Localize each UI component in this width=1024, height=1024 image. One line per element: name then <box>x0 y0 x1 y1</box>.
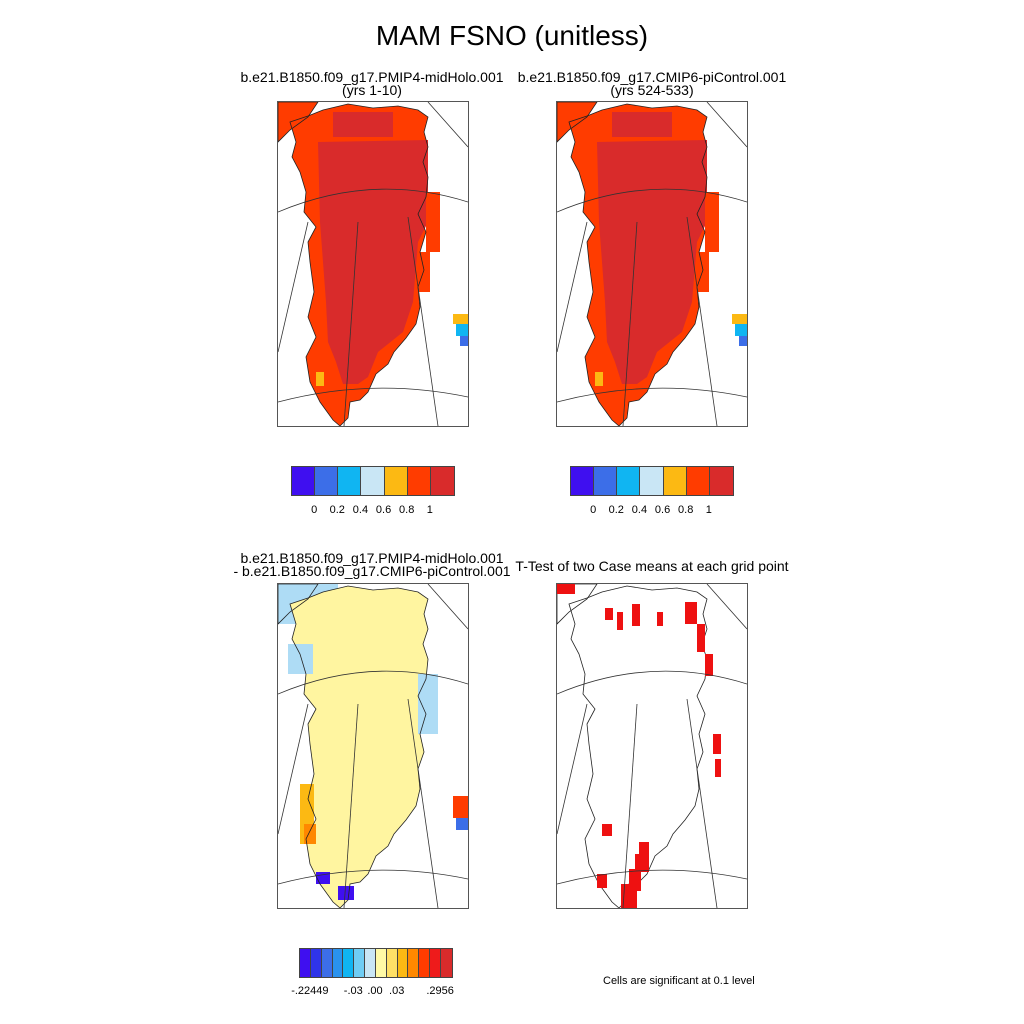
panel1-title: b.e21.B1850.f09_g17.PMIP4-midHolo.001 (y… <box>222 69 522 98</box>
colorbar-swatch <box>430 467 454 495</box>
significance-note: Cells are significant at 0.1 level <box>603 975 755 987</box>
panel2-title-line2: (yrs 524-533) <box>610 82 694 98</box>
colorbar-swatch <box>430 949 441 977</box>
colorbar-tick-label: -.22449 <box>291 985 329 997</box>
colorbar-tick-label: .2956 <box>426 985 454 997</box>
colorbar-tick-label: .00 <box>367 985 383 997</box>
map-panel-picontrol <box>556 101 748 427</box>
panel4-title: T-Test of two Case means at each grid po… <box>502 558 802 574</box>
colorbar-swatch <box>640 467 664 495</box>
colorbar-swatch <box>571 467 595 495</box>
colorbar-swatch <box>365 949 376 977</box>
colorbar-picontrol <box>570 466 734 496</box>
colorbar-tick-label: 0.2 <box>608 504 624 516</box>
colorbar-swatch <box>310 949 322 977</box>
colorbar-swatch <box>617 467 641 495</box>
colorbar-swatch <box>594 467 618 495</box>
map-panel-ttest <box>556 583 748 909</box>
colorbar-swatch <box>663 467 687 495</box>
colorbar-swatch <box>440 949 452 977</box>
colorbar-swatch <box>332 949 344 977</box>
colorbar-difference-labels: -.22449 -.03 .00 .03 .2956 <box>291 985 454 999</box>
panel2-title-line1: b.e21.B1850.f09_g17.CMIP6-piControl.001 <box>517 69 787 85</box>
map-midholo <box>278 102 468 426</box>
colorbar-tick-label: 0.4 <box>631 504 648 516</box>
colorbar-midholo <box>291 466 455 496</box>
colorbar-tick-label: 0.8 <box>678 504 694 516</box>
colorbar-tick-label: 0 <box>590 504 597 516</box>
colorbar-swatch <box>386 949 398 977</box>
colorbar-tick-label: 0.4 <box>352 504 369 516</box>
colorbar-swatch <box>408 949 420 977</box>
colorbar-swatch <box>300 949 311 977</box>
map-panel-midholo <box>277 101 469 427</box>
colorbar-swatch <box>292 467 316 495</box>
colorbar-swatch <box>315 467 339 495</box>
colorbar-tick-label: 0.8 <box>399 504 415 516</box>
colorbar-swatch <box>407 467 431 495</box>
colorbar-swatch <box>375 949 387 977</box>
map-picontrol <box>557 102 747 426</box>
colorbar-swatch <box>686 467 710 495</box>
panel3-title: b.e21.B1850.f09_g17.PMIP4-midHolo.001 - … <box>222 550 522 579</box>
colorbar-tick-label: 1 <box>426 504 433 516</box>
colorbar-swatch <box>397 949 409 977</box>
colorbar-difference <box>299 948 453 978</box>
panel3-title-line1: b.e21.B1850.f09_g17.PMIP4-midHolo.001 <box>240 550 504 566</box>
colorbar-swatch <box>343 949 355 977</box>
panel1-title-line2: (yrs 1-10) <box>342 82 402 98</box>
map-panel-difference <box>277 583 469 909</box>
colorbar-picontrol-labels: 0 0.2 0.4 0.6 0.8 1 <box>570 504 732 518</box>
colorbar-swatch <box>709 467 733 495</box>
map-ttest <box>557 584 747 908</box>
colorbar-swatch <box>419 949 431 977</box>
panel4-title-line1: T-Test of two Case means at each grid po… <box>515 558 789 574</box>
figure-title: MAM FSNO (unitless) <box>375 20 649 51</box>
colorbar-tick-label: -.03 <box>343 985 363 997</box>
colorbar-tick-label: 0.2 <box>329 504 345 516</box>
colorbar-midholo-labels: 0 0.2 0.4 0.6 0.8 1 <box>291 504 453 518</box>
panel2-title: b.e21.B1850.f09_g17.CMIP6-piControl.001 … <box>502 69 802 98</box>
colorbar-tick-label: 1 <box>705 504 712 516</box>
colorbar-tick-label: 0 <box>311 504 318 516</box>
colorbar-swatch <box>338 467 362 495</box>
colorbar-tick-label: 0.6 <box>375 504 392 516</box>
map-difference <box>278 584 468 908</box>
colorbar-tick-label: 0.6 <box>654 504 671 516</box>
colorbar-tick-label: .03 <box>389 985 405 997</box>
panel1-title-line1: b.e21.B1850.f09_g17.PMIP4-midHolo.001 <box>240 69 504 85</box>
colorbar-swatch <box>361 467 385 495</box>
panel3-title-line2: - b.e21.B1850.f09_g17.CMIP6-piControl.00… <box>233 563 511 579</box>
colorbar-swatch <box>384 467 408 495</box>
colorbar-swatch <box>354 949 366 977</box>
colorbar-swatch <box>321 949 333 977</box>
